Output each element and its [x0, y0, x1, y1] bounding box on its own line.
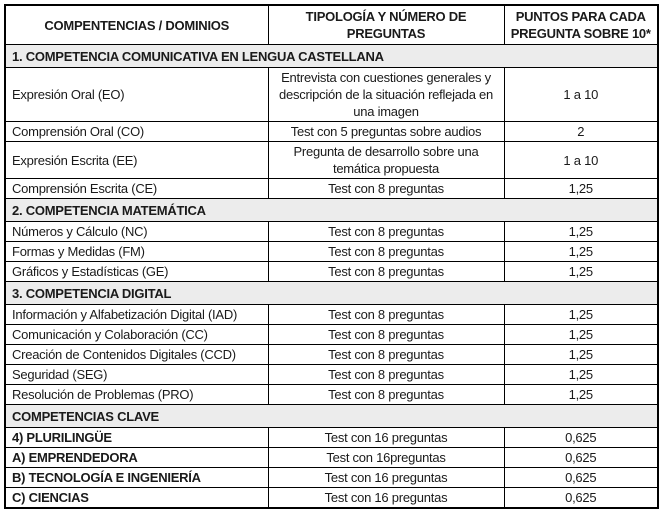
cell-puntos: 1,25 — [503, 304, 659, 325]
cell-tipologia: Test con 16preguntas — [267, 447, 505, 468]
cell-puntos: 1,25 — [503, 261, 659, 282]
cell-puntos: 0,625 — [503, 447, 659, 468]
cell-tipologia: Test con 8 preguntas — [267, 261, 505, 282]
table-row-numeros-calculo: Números y Cálculo (NC) Test con 8 pregun… — [4, 221, 659, 242]
table-row-resolucion-problemas: Resolución de Problemas (PRO) Test con 8… — [4, 384, 659, 405]
section-label: COMPETENCIAS CLAVE — [4, 404, 659, 428]
cell-puntos: 1,25 — [503, 344, 659, 365]
competencias-table: COMPENTENCIAS / DOMINIOS TIPOLOGÍA Y NÚM… — [4, 4, 659, 509]
table-row-expresion-oral: Expresión Oral (EO) Entrevista con cuest… — [4, 67, 659, 122]
table-header-row: COMPENTENCIAS / DOMINIOS TIPOLOGÍA Y NÚM… — [4, 4, 659, 45]
cell-puntos: 1 a 10 — [503, 141, 659, 179]
cell-tipologia: Test con 8 preguntas — [267, 178, 505, 199]
cell-tipologia: Test con 8 preguntas — [267, 221, 505, 242]
section-row-competencia-digital: 3. COMPETENCIA DIGITAL — [4, 281, 659, 305]
cell-puntos: 1,25 — [503, 241, 659, 262]
cell-tipologia: Pregunta de desarrollo sobre una temátic… — [267, 141, 505, 179]
cell-puntos: 0,625 — [503, 487, 659, 509]
cell-tipologia: Test con 8 preguntas — [267, 324, 505, 345]
section-row-competencia-matematica: 2. COMPETENCIA MATEMÁTICA — [4, 198, 659, 222]
table-row-seguridad: Seguridad (SEG) Test con 8 preguntas 1,2… — [4, 364, 659, 385]
cell-puntos: 1,25 — [503, 221, 659, 242]
cell-domain: Creación de Contenidos Digitales (CCD) — [4, 344, 269, 365]
section-label: 1. COMPETENCIA COMUNICATIVA EN LENGUA CA… — [4, 44, 659, 68]
cell-tipologia: Test con 8 preguntas — [267, 364, 505, 385]
table-row-comprension-escrita: Comprensión Escrita (CE) Test con 8 preg… — [4, 178, 659, 199]
cell-puntos: 1,25 — [503, 384, 659, 405]
cell-domain: Números y Cálculo (NC) — [4, 221, 269, 242]
cell-domain: Expresión Escrita (EE) — [4, 141, 269, 179]
cell-domain: Seguridad (SEG) — [4, 364, 269, 385]
cell-tipologia: Test con 8 preguntas — [267, 344, 505, 365]
table-row-informacion-alfabetizacion: Información y Alfabetización Digital (IA… — [4, 304, 659, 325]
section-label: 3. COMPETENCIA DIGITAL — [4, 281, 659, 305]
header-competencias-dominios: COMPENTENCIAS / DOMINIOS — [4, 4, 269, 45]
cell-domain: Comprensión Escrita (CE) — [4, 178, 269, 199]
cell-tipologia: Test con 8 preguntas — [267, 241, 505, 262]
cell-domain: Comprensión Oral (CO) — [4, 121, 269, 142]
table-row-graficos-estadisticas: Gráficos y Estadísticas (GE) Test con 8 … — [4, 261, 659, 282]
cell-domain: Resolución de Problemas (PRO) — [4, 384, 269, 405]
cell-domain: Gráficos y Estadísticas (GE) — [4, 261, 269, 282]
cell-domain: Formas y Medidas (FM) — [4, 241, 269, 262]
table-row-expresion-escrita: Expresión Escrita (EE) Pregunta de desar… — [4, 141, 659, 179]
table-row-formas-medidas: Formas y Medidas (FM) Test con 8 pregunt… — [4, 241, 659, 262]
cell-domain: B) TECNOLOGÍA E INGENIERÍA — [4, 467, 269, 488]
section-label: 2. COMPETENCIA MATEMÁTICA — [4, 198, 659, 222]
cell-puntos: 1 a 10 — [503, 67, 659, 122]
cell-domain: 4) PLURILINGÜE — [4, 427, 269, 448]
table-row-emprendedora: A) EMPRENDEDORA Test con 16preguntas 0,6… — [4, 447, 659, 468]
cell-puntos: 1,25 — [503, 364, 659, 385]
section-row-competencia-lengua: 1. COMPETENCIA COMUNICATIVA EN LENGUA CA… — [4, 44, 659, 68]
cell-tipologia: Test con 16 preguntas — [267, 467, 505, 488]
cell-tipologia: Test con 8 preguntas — [267, 384, 505, 405]
table-row-creacion-contenidos: Creación de Contenidos Digitales (CCD) T… — [4, 344, 659, 365]
header-tipologia-numero-preguntas: TIPOLOGÍA Y NÚMERO DE PREGUNTAS — [267, 4, 505, 45]
cell-tipologia: Test con 5 preguntas sobre audios — [267, 121, 505, 142]
cell-puntos: 2 — [503, 121, 659, 142]
cell-puntos: 0,625 — [503, 427, 659, 448]
cell-domain: Comunicación y Colaboración (CC) — [4, 324, 269, 345]
cell-tipologia: Test con 16 preguntas — [267, 487, 505, 509]
cell-domain: Información y Alfabetización Digital (IA… — [4, 304, 269, 325]
cell-puntos: 1,25 — [503, 178, 659, 199]
cell-puntos: 0,625 — [503, 467, 659, 488]
cell-domain: C) CIENCIAS — [4, 487, 269, 509]
cell-domain: A) EMPRENDEDORA — [4, 447, 269, 468]
table-row-comunicacion-colaboracion: Comunicación y Colaboración (CC) Test co… — [4, 324, 659, 345]
cell-puntos: 1,25 — [503, 324, 659, 345]
cell-domain: Expresión Oral (EO) — [4, 67, 269, 122]
table-row-tecnologia-ingenieria: B) TECNOLOGÍA E INGENIERÍA Test con 16 p… — [4, 467, 659, 488]
cell-tipologia: Entrevista con cuestiones generales y de… — [267, 67, 505, 122]
cell-tipologia: Test con 8 preguntas — [267, 304, 505, 325]
table-row-comprension-oral: Comprensión Oral (CO) Test con 5 pregunt… — [4, 121, 659, 142]
section-row-competencias-clave: COMPETENCIAS CLAVE — [4, 404, 659, 428]
table-row-ciencias: C) CIENCIAS Test con 16 preguntas 0,625 — [4, 487, 659, 509]
cell-tipologia: Test con 16 preguntas — [267, 427, 505, 448]
table-row-plurilingue: 4) PLURILINGÜE Test con 16 preguntas 0,6… — [4, 427, 659, 448]
header-puntos-pregunta: PUNTOS PARA CADA PREGUNTA SOBRE 10* — [503, 4, 659, 45]
